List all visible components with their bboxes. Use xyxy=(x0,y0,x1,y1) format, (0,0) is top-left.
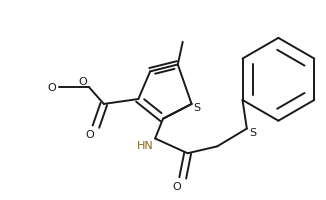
Text: HN: HN xyxy=(136,141,153,151)
Text: O: O xyxy=(172,181,181,191)
Text: O: O xyxy=(78,77,87,87)
Text: S: S xyxy=(193,102,200,112)
Text: O: O xyxy=(85,129,94,139)
Text: S: S xyxy=(249,127,256,137)
Text: O: O xyxy=(48,83,56,93)
